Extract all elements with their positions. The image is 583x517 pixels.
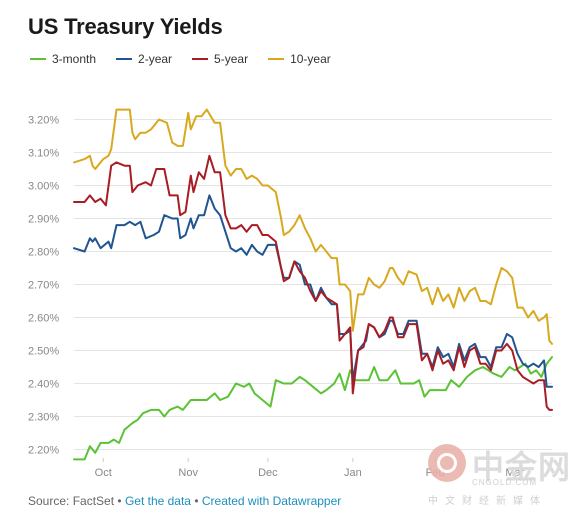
y-axis-ticks: 2.20% 2.30% 2.40% 2.50% 2.60% 2.70% 2.80% 2.90%… xyxy=(28,115,59,457)
y-tick-label: 2.90% xyxy=(28,214,59,226)
y-tick-label: 3.20% xyxy=(28,115,59,127)
source-separator: • xyxy=(117,494,122,508)
watermark-domain: CNGOLD.COM xyxy=(472,478,538,487)
source-line: Source: FactSet • Get the data • Created… xyxy=(28,494,341,508)
legend-label-2-year: 2-year xyxy=(138,52,173,66)
x-tick-label: Mar xyxy=(505,467,524,479)
series-line-5-year xyxy=(73,154,553,411)
legend-swatch-5-year xyxy=(192,58,209,60)
x-tick-label: Jan xyxy=(344,467,362,479)
watermark: 中金网 CNGOLD.COM 中文财经新媒体 xyxy=(428,440,578,507)
y-tick-label: 2.20% xyxy=(28,445,59,457)
legend-swatch-10-year xyxy=(268,58,285,60)
series-line-10-year xyxy=(73,108,553,345)
series-line-2-year xyxy=(73,194,553,388)
legend-label-3-month: 3-month xyxy=(52,52,97,66)
x-tick-label: Dec xyxy=(258,467,278,479)
datawrapper-link[interactable]: Created with Datawrapper xyxy=(201,494,342,508)
chart-title: US Treasury Yields xyxy=(28,14,223,39)
y-tick-label: 2.80% xyxy=(28,247,59,259)
watermark-text: 中金网 xyxy=(472,448,572,486)
watermark-tagline: 中文财经新媒体 xyxy=(428,496,547,507)
legend-item-10-year: 10-year xyxy=(268,52,331,66)
legend-swatch-2-year xyxy=(116,58,133,60)
x-tick-label: Oct xyxy=(95,467,112,479)
series-line-3-month xyxy=(73,356,553,461)
y-tick-label: 2.40% xyxy=(28,379,59,391)
get-the-data-link[interactable]: Get the data xyxy=(124,494,191,508)
legend-label-5-year: 5-year xyxy=(214,52,249,66)
y-tick-label: 2.50% xyxy=(28,346,59,358)
y-tick-label: 2.30% xyxy=(28,412,59,424)
gridlines xyxy=(74,119,552,450)
source-text: Source: FactSet xyxy=(28,494,115,508)
y-tick-label: 3.10% xyxy=(28,148,59,160)
legend-label-10-year: 10-year xyxy=(290,52,331,66)
source-separator-2: • xyxy=(194,494,199,508)
y-tick-label: 2.70% xyxy=(28,280,59,292)
legend: 3-month 2-year 5-year 10-year xyxy=(30,51,351,67)
y-tick-label: 3.00% xyxy=(28,181,59,193)
watermark-logo-icon xyxy=(428,444,466,482)
series-lines xyxy=(73,108,553,461)
x-tick-label: Nov xyxy=(178,467,198,479)
legend-item-2-year: 2-year xyxy=(116,52,172,66)
legend-swatch-3-month xyxy=(30,58,46,60)
legend-item-3-month: 3-month xyxy=(30,52,96,66)
y-tick-label: 2.60% xyxy=(28,313,59,325)
legend-item-5-year: 5-year xyxy=(192,52,248,66)
